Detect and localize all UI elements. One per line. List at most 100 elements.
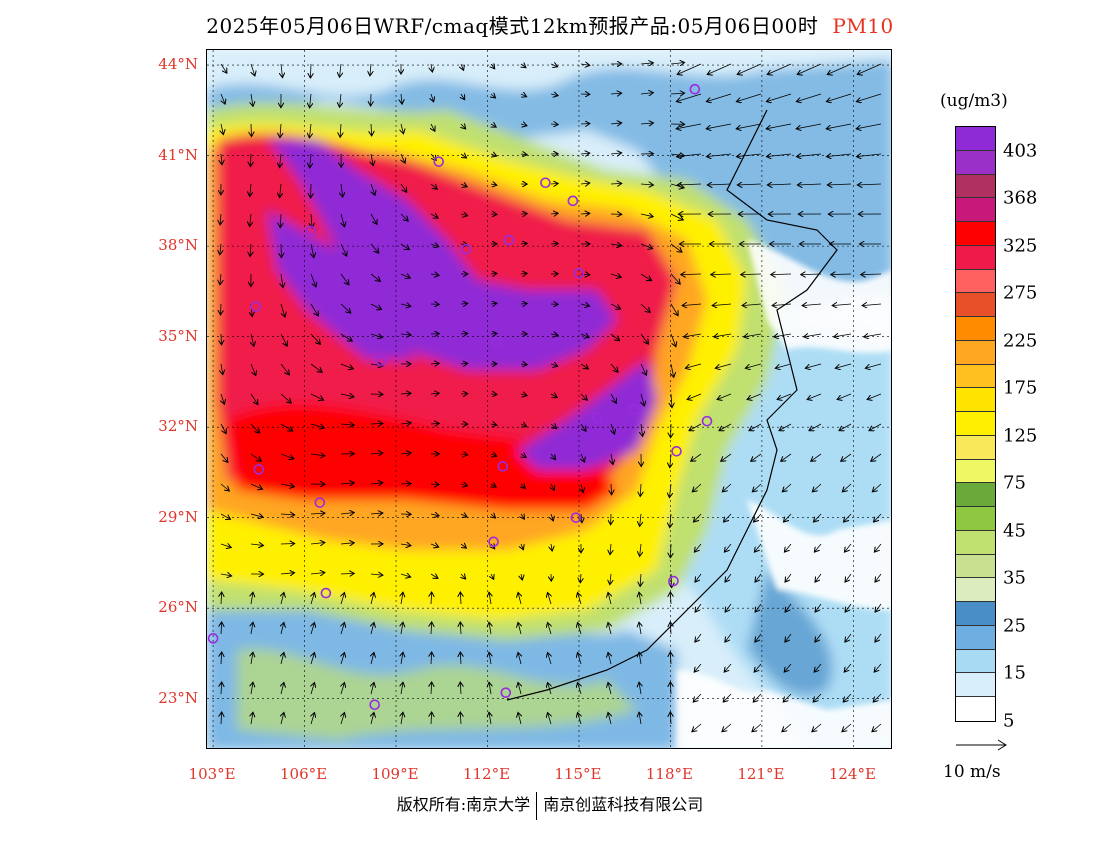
wind-vector	[401, 712, 403, 725]
station-marker	[488, 536, 499, 548]
wind-vector	[580, 64, 590, 65]
wind-vector	[431, 622, 432, 635]
wind-vector	[371, 123, 372, 136]
wind-vector	[460, 333, 468, 334]
wind-vector	[310, 423, 324, 428]
wind-vector	[693, 693, 702, 702]
wind-vector	[400, 304, 411, 306]
wind-vector	[280, 123, 281, 138]
wind-vector	[766, 93, 792, 102]
wind-vector	[766, 123, 792, 129]
legend-color-cell	[956, 174, 995, 199]
wind-vector	[551, 513, 553, 521]
wind-vector	[805, 363, 822, 368]
wind-vector	[867, 393, 882, 400]
wind-vector	[608, 652, 611, 665]
station-marker	[500, 687, 512, 698]
wind-vector	[755, 633, 762, 642]
wind-vector	[520, 154, 527, 155]
wind-vector	[490, 154, 497, 156]
wind-vector	[737, 154, 762, 157]
wind-vector	[745, 363, 762, 368]
wind-vector	[310, 573, 325, 575]
wind-vector	[370, 423, 383, 424]
wind-vector	[775, 363, 792, 368]
wind-vector	[797, 154, 822, 157]
wind-vector	[681, 274, 702, 275]
wind-vector	[581, 483, 583, 493]
wind-vector	[751, 453, 762, 461]
wind-reference-arrow	[956, 739, 1007, 751]
wind-vector	[837, 393, 852, 400]
wind-vector	[747, 393, 762, 400]
wind-vector	[371, 153, 373, 166]
wind-vector	[715, 363, 732, 368]
wind-vector	[755, 603, 762, 612]
wind-vector	[340, 363, 353, 369]
wind-vector	[460, 622, 461, 635]
wind-vector	[640, 513, 641, 526]
wind-vector	[797, 63, 822, 75]
station-marker	[305, 225, 316, 237]
wind-vector	[777, 393, 792, 400]
legend-tick: 35	[1003, 567, 1026, 589]
station-marker	[497, 461, 509, 472]
station-marker	[320, 587, 332, 599]
wind-vector	[711, 274, 732, 275]
wind-vector	[518, 652, 521, 665]
wind-vector	[430, 484, 439, 485]
wind-vector	[749, 423, 762, 431]
wind-vector	[826, 123, 852, 129]
wind-vector	[401, 123, 404, 134]
wind-vector	[639, 682, 641, 695]
pollutant-label: PM10	[832, 14, 894, 38]
wind-vector	[844, 663, 852, 672]
wind-vector	[460, 514, 467, 517]
wind-vector	[804, 334, 822, 337]
wind-vector	[608, 622, 611, 635]
wind-vector	[280, 393, 291, 403]
wind-vector	[640, 333, 648, 344]
wind-vector	[431, 123, 435, 131]
wind-vector	[695, 573, 702, 582]
wind-vector	[865, 363, 882, 368]
legend-color-cell	[956, 317, 995, 341]
wind-vector	[796, 123, 822, 129]
wind-vector	[670, 592, 671, 605]
map-title: 2025年05月06日WRF/cmaq模式12km预报产品:05月06日00时 P…	[0, 10, 1100, 39]
wind-vector	[460, 184, 467, 187]
wind-vector	[341, 713, 345, 725]
title-text: 2025年05月06日WRF/cmaq模式12km预报产品:05月06日00时	[206, 14, 819, 38]
wind-vector	[341, 653, 345, 665]
wind-vector	[815, 633, 822, 642]
wind-vector	[221, 682, 222, 695]
wind-vector	[677, 154, 702, 157]
wind-vector	[400, 334, 411, 335]
station-marker	[369, 699, 380, 711]
wind-vector	[371, 622, 374, 635]
wind-vector	[489, 712, 491, 725]
wind-vector	[340, 394, 354, 397]
wind-vector	[340, 543, 354, 544]
wind-vector	[722, 723, 732, 732]
station-marker	[701, 415, 713, 427]
wind-vector	[827, 154, 852, 157]
wind-vector	[689, 423, 702, 431]
wind-vector	[812, 483, 822, 492]
wind-vector	[670, 622, 671, 635]
wind-vector	[251, 622, 253, 635]
wind-vector	[827, 63, 852, 75]
station-marker	[314, 497, 326, 508]
wind-vector	[610, 123, 622, 124]
wind-vector	[767, 184, 792, 185]
wind-vector	[707, 63, 732, 75]
wind-vector	[580, 423, 586, 431]
wind-vector	[640, 184, 654, 185]
wind-vector	[774, 334, 792, 337]
wind-vector	[430, 214, 438, 218]
wind-vector	[692, 723, 702, 732]
wind-vector	[280, 213, 281, 228]
wind-vector	[842, 483, 852, 492]
copyright-separator	[536, 791, 538, 820]
pollution-field	[207, 50, 891, 748]
